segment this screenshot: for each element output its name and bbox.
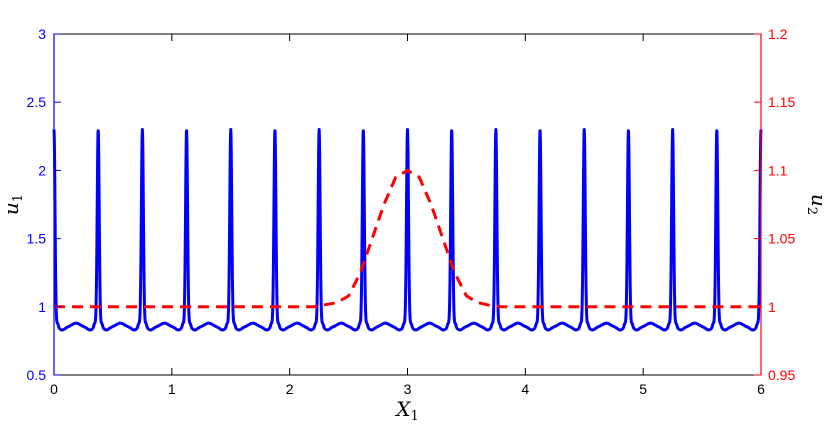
series-u2-line [54,168,761,309]
x-tick-label: 2 [286,381,294,397]
y-axis-left-label: u1 [0,194,26,215]
series-layer [52,127,763,332]
y-right-tick-label: 1.05 [768,231,795,247]
y-left-tick-label: 2.5 [27,94,47,110]
y-left-tick-label: 2 [38,162,46,178]
y-left-tick-label: 1.5 [27,231,47,247]
y-right-tick-label: 0.95 [768,367,795,383]
y-left-tick-label: 3 [38,26,46,42]
x-tick-label: 1 [168,381,176,397]
x-tick-label: 3 [404,381,412,397]
series-u1-line [52,127,763,332]
y-right-tick-label: 1.2 [768,26,788,42]
y-left-tick-label: 1 [38,299,46,315]
ticks-layer: 0 1 2 3 4 5 6 0.5 1 1.5 2 2.5 3 0.95 1 1.05 1.1 1.15 1.2 [27,26,796,397]
x-axis-label: X1 [394,397,419,424]
y-right-tick-label: 1.1 [768,162,788,178]
y-right-tick-label: 1.15 [768,94,795,110]
y-left-tick-label: 0.5 [27,367,47,383]
x-tick-label: 5 [639,381,647,397]
x-tick-label: 4 [521,381,529,397]
x-tick-label: 6 [757,381,765,397]
y-axis-right-label: u2 [804,194,830,215]
y-right-tick-label: 1 [768,299,776,315]
x-tick-label: 0 [50,381,58,397]
